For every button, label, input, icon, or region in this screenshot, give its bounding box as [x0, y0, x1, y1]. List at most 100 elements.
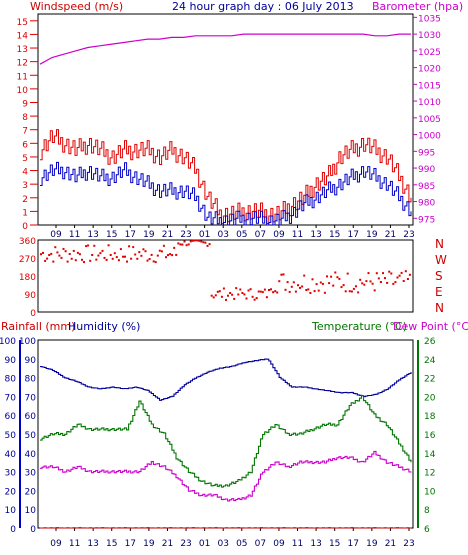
direction-point: [274, 290, 277, 293]
direction-point: [220, 295, 223, 298]
rain-y-tick-label: 20: [5, 487, 17, 497]
direction-point: [282, 273, 285, 276]
direction-point: [140, 254, 143, 257]
direction-point: [144, 250, 147, 253]
wind-x-tick-label: 17: [348, 230, 359, 240]
direction-point: [315, 283, 318, 286]
direction-point: [309, 292, 312, 294]
direction-point: [158, 249, 161, 252]
temp-x-tick-label: 13: [310, 539, 321, 549]
wind-x-tick-label: 17: [125, 230, 136, 240]
direction-point: [138, 251, 141, 254]
wind-y-tick-label: 13: [17, 45, 28, 55]
direction-point: [119, 248, 122, 251]
direction-point: [122, 255, 124, 258]
direction-y-tick-label: 90: [25, 291, 37, 301]
humidity-y-tick-label: 20: [25, 487, 37, 497]
wind-y-tick-label: 12: [17, 59, 28, 69]
temperature-y-tick-label: 8: [424, 506, 430, 516]
direction-point: [56, 251, 59, 254]
dewpoint-axis-label: Dew Point (°C): [393, 320, 468, 333]
wind-y-tick-label: 0: [22, 222, 28, 232]
barometer-y-tick-label: 1020: [418, 65, 441, 75]
wind-x-tick-label: 03: [217, 230, 228, 240]
direction-point: [44, 259, 47, 262]
barometer-axis-label: Barometer (hpa): [372, 0, 463, 13]
direction-point: [126, 260, 128, 263]
direction-point: [390, 272, 393, 275]
direction-point: [326, 275, 328, 278]
direction-point: [373, 289, 376, 292]
barometer-y-tick-label: 985: [418, 182, 435, 192]
wind-x-tick-label: 15: [329, 230, 340, 240]
direction-point: [66, 260, 69, 263]
direction-point: [257, 290, 260, 293]
direction-point: [330, 275, 333, 278]
temperature-axis-label: Temperature (°C): [311, 320, 407, 333]
direction-point: [229, 292, 232, 294]
direction-point: [78, 253, 81, 256]
temperature-y-tick-label: 16: [424, 431, 436, 441]
wind-x-tick-label: 13: [87, 230, 98, 240]
direction-point: [357, 291, 360, 294]
direction-point: [95, 258, 98, 261]
direction-point: [103, 256, 106, 259]
wind-x-tick-label: 19: [366, 230, 378, 240]
direction-point: [99, 252, 102, 255]
direction-point: [48, 254, 51, 256]
temp-x-tick-label: 17: [348, 539, 359, 549]
direction-point: [142, 248, 145, 251]
direction-point: [272, 291, 275, 294]
humidity-y-tick-label: 60: [25, 412, 37, 422]
direction-point: [375, 272, 378, 275]
direction-point: [146, 259, 149, 262]
humidity-axis-label: Humidity (%): [68, 320, 140, 333]
direction-point: [115, 256, 118, 259]
direction-point: [396, 276, 399, 279]
humidity-y-tick-label: 90: [25, 356, 37, 366]
temp-x-tick-label: 23: [403, 539, 414, 549]
wind-y-tick-label: 14: [17, 31, 29, 41]
direction-point: [206, 244, 209, 247]
direction-point: [400, 271, 403, 274]
direction-point: [303, 274, 306, 277]
barometer-y-tick-label: 1030: [418, 31, 441, 41]
temp-x-tick-label: 11: [292, 539, 303, 549]
humidity-y-tick-label: 40: [25, 450, 37, 460]
direction-point: [185, 244, 188, 247]
wind-y-tick-label: 6: [22, 140, 28, 150]
direction-point: [336, 276, 339, 279]
direction-point: [247, 289, 250, 292]
wind-y-tick-label: 2: [22, 195, 28, 205]
wind-y-tick-label: 15: [17, 18, 28, 28]
direction-point: [227, 294, 229, 297]
gust-series-line: [40, 129, 412, 225]
direction-point: [91, 254, 94, 256]
wind-y-tick-label: 1: [22, 208, 28, 218]
barometer-y-tick-label: 1035: [418, 14, 441, 24]
direction-point: [101, 249, 104, 252]
direction-point: [62, 247, 65, 250]
humidity-y-tick-label: 30: [25, 469, 37, 479]
direction-point: [398, 274, 401, 277]
direction-point: [117, 259, 120, 262]
humidity-y-tick-label: 70: [25, 393, 37, 403]
direction-point: [134, 253, 137, 256]
chart-title: 24 hour graph day : 06 July 2013: [172, 0, 354, 13]
direction-point: [46, 257, 49, 260]
direction-point: [111, 257, 114, 260]
direction-point: [200, 240, 203, 243]
direction-point: [284, 288, 287, 291]
barometer-y-tick-label: 995: [418, 148, 435, 158]
direction-point: [299, 286, 301, 289]
dewpoint-series-line: [40, 450, 412, 502]
direction-point: [384, 277, 386, 280]
humidity-y-tick-label: 0: [30, 525, 36, 535]
direction-point: [317, 289, 320, 292]
barometer-y-tick-label: 1000: [418, 132, 441, 142]
direction-point: [307, 288, 310, 291]
barometer-y-tick-label: 980: [418, 199, 435, 209]
direction-point: [323, 291, 326, 294]
direction-point: [369, 280, 372, 283]
